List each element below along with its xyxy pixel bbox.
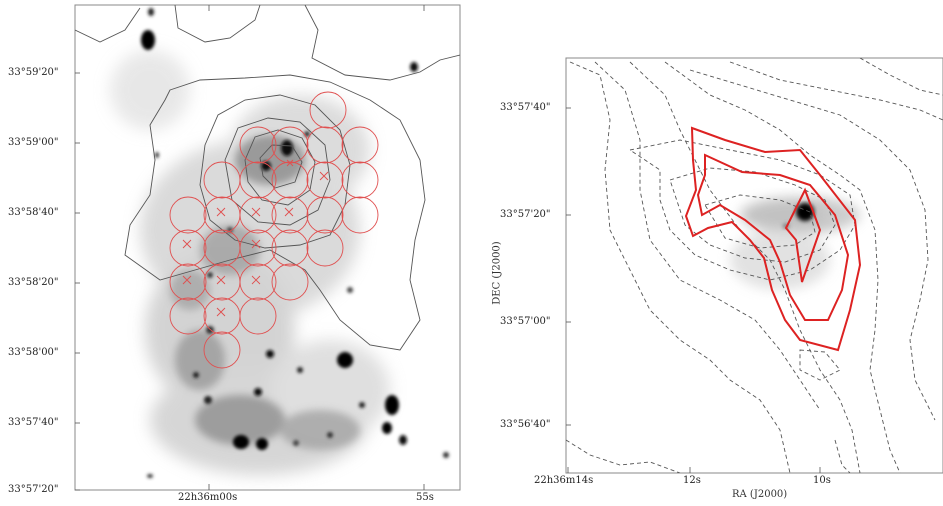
left-x-tick: 55s (416, 492, 434, 503)
left-y-tick: 33°57'20" (8, 484, 59, 495)
right-y-tick: 33°57'20" (500, 209, 551, 220)
right-y-tick: 33°57'00" (500, 316, 551, 327)
left-y-tick: 33°58'20" (8, 277, 59, 288)
right-y-tick: 33°57'40" (500, 102, 551, 113)
left-image-panel: 33°59'20" 33°59'00" 33°58'40" 33°58'20" … (0, 0, 470, 506)
left-y-tick: 33°59'20" (8, 67, 59, 78)
right-x-tick: 12s (683, 475, 701, 486)
right-y-axis-title: DEC (J2000) (491, 241, 503, 305)
beam-circles (169, 91, 379, 369)
left-y-tick: 33°58'40" (8, 207, 59, 218)
red-contours (684, 126, 862, 352)
right-sky-map (565, 57, 943, 474)
dashed-contours (566, 58, 943, 473)
x-markers (182, 159, 329, 317)
right-image-panel: 33°57'40" 33°57'20" 33°57'00" 33°56'40" … (480, 0, 943, 506)
point-sources (141, 8, 449, 478)
left-x-tick: 22h36m00s (178, 492, 238, 503)
right-x-tick: 22h36m14s (534, 475, 594, 486)
left-y-tick: 33°57'40" (8, 417, 59, 428)
left-y-tick: 33°59'00" (8, 137, 59, 148)
right-x-axis-title: RA (J2000) (732, 489, 788, 500)
right-axis-ticks (566, 107, 821, 473)
left-sky-map (74, 4, 461, 491)
right-x-tick: 10s (813, 475, 831, 486)
right-y-tick: 33°56'40" (500, 419, 551, 430)
left-axis-ticks (75, 5, 425, 491)
left-y-tick: 33°58'00" (8, 347, 59, 358)
